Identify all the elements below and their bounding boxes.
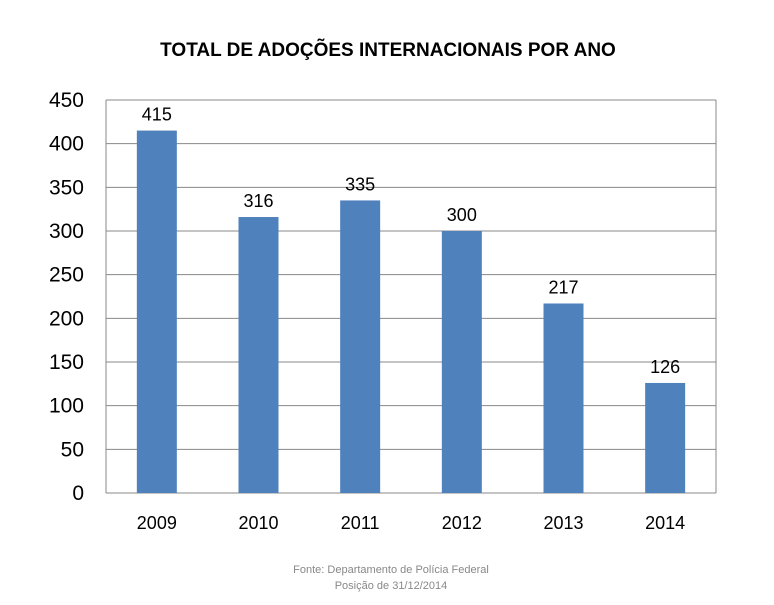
data-label: 217: [548, 277, 578, 297]
x-tick-label: 2011: [341, 513, 380, 533]
x-tick-label: 2013: [543, 513, 583, 533]
y-tick-label: 350: [49, 176, 84, 199]
data-label: 335: [345, 174, 375, 194]
x-tick-label: 2010: [238, 513, 278, 533]
chart-title: TOTAL DE ADOÇÕES INTERNACIONAIS POR ANO: [160, 39, 616, 61]
y-tick-label: 100: [49, 395, 84, 418]
x-tick-label: 2012: [442, 513, 482, 533]
y-tick-label: 150: [49, 351, 84, 374]
data-label: 316: [243, 191, 273, 211]
bar-2014: [645, 382, 686, 493]
y-tick-label: 300: [49, 220, 84, 243]
y-tick-label: 50: [61, 438, 84, 461]
x-tick-label: 2009: [137, 513, 177, 533]
bar-2011: [340, 200, 381, 493]
bar-2009: [136, 130, 177, 494]
data-label: 300: [447, 205, 477, 225]
bar-2012: [441, 231, 482, 493]
data-label: 415: [142, 105, 172, 125]
y-tick-label: 200: [49, 307, 84, 330]
y-tick-label: 400: [49, 133, 84, 156]
y-tick-label: 250: [49, 264, 84, 287]
data-label: 126: [650, 357, 680, 377]
footer-source: Fonte: Departamento de Polícia Federal: [293, 564, 489, 576]
bar-2010: [238, 217, 279, 493]
x-tick-label: 2014: [645, 513, 685, 533]
y-tick-label: 450: [49, 89, 84, 112]
footer-date: Posição de 31/12/2014: [335, 580, 448, 592]
bar-2013: [543, 303, 584, 493]
y-tick-label: 0: [72, 482, 84, 505]
